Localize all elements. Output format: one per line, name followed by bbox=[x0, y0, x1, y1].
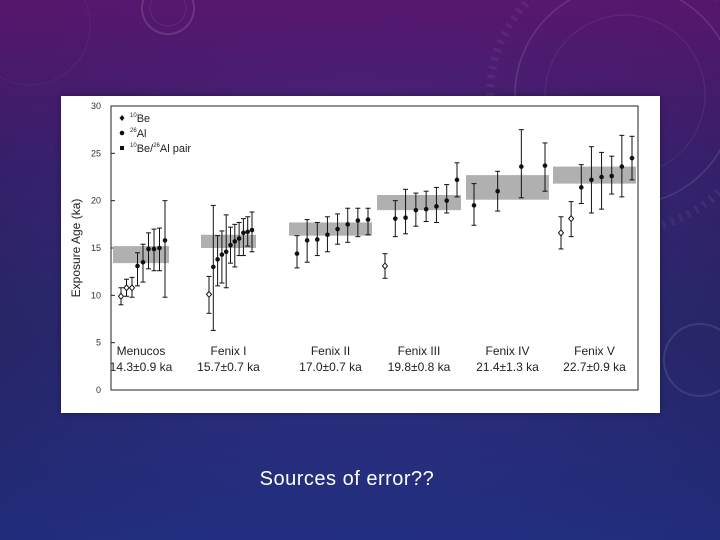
data-point-open-diamond bbox=[128, 283, 136, 292]
group-name-label: Fenix I bbox=[210, 344, 246, 358]
y-axis-label: Exposure Age (ka) bbox=[69, 199, 83, 298]
group-name-label: Fenix II bbox=[311, 344, 350, 358]
data-point bbox=[219, 252, 225, 257]
slide-caption: Sources of error?? bbox=[259, 468, 435, 490]
y-tick-label: 25 bbox=[91, 148, 101, 158]
legend-circle-marker bbox=[119, 130, 125, 136]
data-point bbox=[609, 173, 615, 179]
data-point bbox=[140, 259, 146, 265]
data-point bbox=[228, 242, 233, 248]
legend-label-pair: 10Be/26Al pair bbox=[130, 143, 191, 155]
legend-superscript: 10 bbox=[130, 143, 137, 149]
data-point-open-diamond bbox=[117, 292, 125, 301]
data-point bbox=[619, 164, 625, 169]
data-point bbox=[542, 163, 548, 168]
legend-text: Al bbox=[137, 128, 147, 140]
legend-label-be: 10Be bbox=[130, 113, 150, 125]
legend-superscript: 26 bbox=[153, 143, 160, 149]
group-name-label: Fenix III bbox=[398, 344, 441, 358]
legend-text: Al pair bbox=[160, 143, 192, 155]
exposure-age-chart: 0 5 10 15 20 25 30 Exposure Age (ka) Menucos 14.3… bbox=[69, 101, 639, 395]
y-tick-label: 5 bbox=[96, 338, 101, 348]
data-point bbox=[162, 238, 168, 243]
chart-figure: 0 5 10 15 20 25 30 Exposure Age (ka) Menucos 14.3… bbox=[61, 96, 660, 413]
data-point bbox=[335, 226, 340, 232]
data-point bbox=[211, 264, 216, 270]
data-point-open-diamond bbox=[381, 262, 389, 270]
data-point bbox=[245, 229, 250, 235]
data-point bbox=[157, 245, 162, 251]
legend-text: Be bbox=[137, 113, 150, 125]
data-point bbox=[519, 164, 524, 169]
data-point bbox=[629, 155, 635, 161]
legend-square-marker bbox=[120, 146, 124, 150]
y-tick-label: 15 bbox=[91, 243, 101, 253]
data-point bbox=[434, 204, 439, 209]
data-point bbox=[314, 237, 320, 242]
data-point bbox=[444, 198, 450, 203]
data-point bbox=[403, 215, 408, 221]
data-point bbox=[215, 257, 220, 262]
age-band-rect bbox=[377, 194, 461, 211]
data-point bbox=[304, 238, 310, 243]
y-tick-label: 30 bbox=[91, 101, 101, 111]
data-point bbox=[241, 230, 246, 236]
legend-label-al: 26Al bbox=[130, 128, 146, 140]
y-tick-label: 10 bbox=[91, 290, 101, 300]
group-age-label: 22.7±0.9 ka bbox=[563, 360, 626, 374]
data-point bbox=[578, 185, 584, 190]
age-band-rect bbox=[289, 222, 372, 236]
group-name-label: Menucos bbox=[117, 344, 166, 358]
data-point-open-diamond bbox=[557, 229, 565, 237]
data-point bbox=[471, 203, 477, 208]
data-point bbox=[589, 177, 594, 183]
data-point-open-diamond bbox=[205, 290, 213, 299]
age-band-rect bbox=[201, 234, 256, 248]
legend-superscript: 26 bbox=[130, 128, 137, 134]
data-point bbox=[599, 174, 604, 180]
data-point bbox=[413, 207, 419, 213]
data-point-open-diamond bbox=[123, 283, 130, 292]
group-age-label: 17.0±0.7 ka bbox=[299, 360, 362, 374]
data-point bbox=[454, 177, 460, 183]
data-point bbox=[325, 232, 330, 238]
data-point bbox=[135, 263, 140, 269]
group-age-label: 14.3±0.9 ka bbox=[110, 360, 173, 374]
data-point bbox=[249, 227, 255, 233]
legend-superscript: 10 bbox=[130, 113, 137, 119]
data-point bbox=[423, 206, 429, 212]
y-tick-label: 0 bbox=[96, 385, 101, 395]
data-point bbox=[345, 222, 351, 227]
data-point bbox=[232, 239, 238, 244]
data-point bbox=[151, 246, 157, 252]
age-band-rect bbox=[466, 175, 549, 200]
data-point bbox=[236, 236, 242, 241]
data-point bbox=[392, 216, 398, 221]
group-age-label: 21.4±1.3 ka bbox=[476, 360, 539, 374]
legend-diamond-marker bbox=[119, 115, 125, 121]
group-name-label: Fenix V bbox=[574, 344, 615, 358]
data-point bbox=[294, 251, 300, 256]
data-point bbox=[495, 188, 500, 194]
data-point bbox=[365, 217, 371, 222]
age-band-rect bbox=[553, 166, 636, 184]
group-name-label: Fenix IV bbox=[485, 344, 529, 358]
group-age-label: 19.8±0.8 ka bbox=[388, 360, 451, 374]
data-point-open-diamond bbox=[567, 214, 575, 223]
y-tick-label: 20 bbox=[91, 196, 101, 206]
group-age-label: 15.7±0.7 ka bbox=[197, 360, 260, 374]
legend-text: Be/ bbox=[137, 143, 154, 155]
data-point bbox=[146, 246, 151, 252]
data-point bbox=[355, 218, 361, 223]
data-point bbox=[223, 249, 229, 255]
